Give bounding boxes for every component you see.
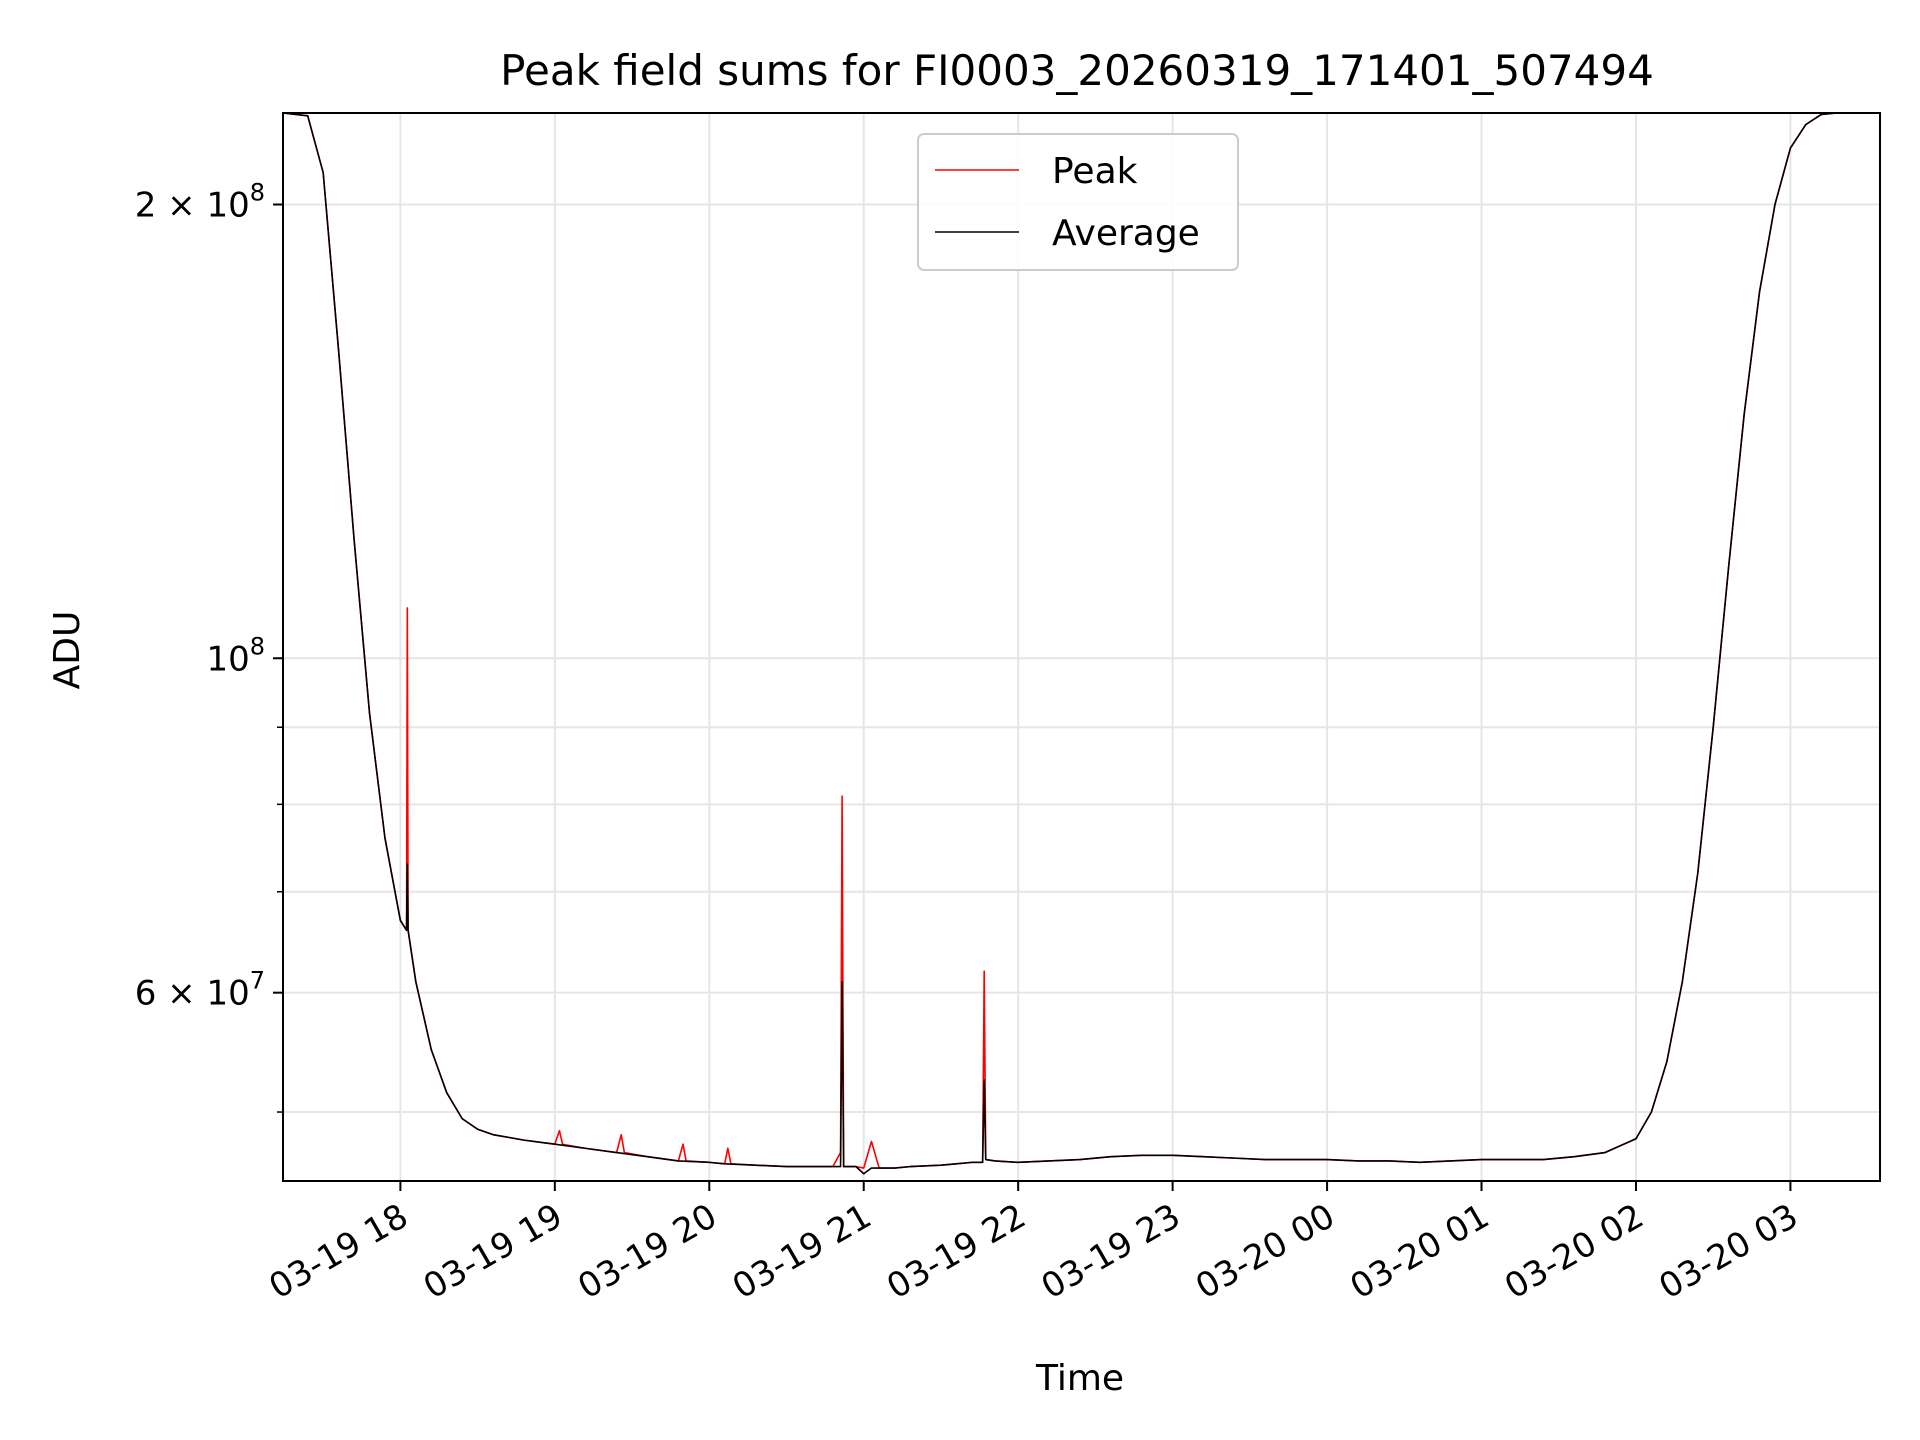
- y-tick-label: 108: [206, 632, 265, 679]
- series-line-average: [283, 113, 1880, 1175]
- legend: Peak Average: [917, 133, 1239, 271]
- y-axis: 2 × 108 108 6 × 107: [135, 178, 283, 1113]
- legend-box: [917, 133, 1239, 271]
- y-axis-label: ADU: [47, 611, 88, 690]
- series-layer: [283, 113, 1880, 1175]
- plot-frame: [282, 112, 1881, 1182]
- chart-title: Peak field sums for FI0003_20260319_1714…: [500, 46, 1654, 95]
- y-tick-label: 2 × 108: [135, 178, 265, 225]
- legend-peak-label: Peak: [1052, 151, 1138, 192]
- legend-average-label: Average: [1052, 213, 1200, 254]
- x-axis-label: Time: [1035, 1358, 1124, 1399]
- y-tick-label: 6 × 107: [135, 967, 265, 1014]
